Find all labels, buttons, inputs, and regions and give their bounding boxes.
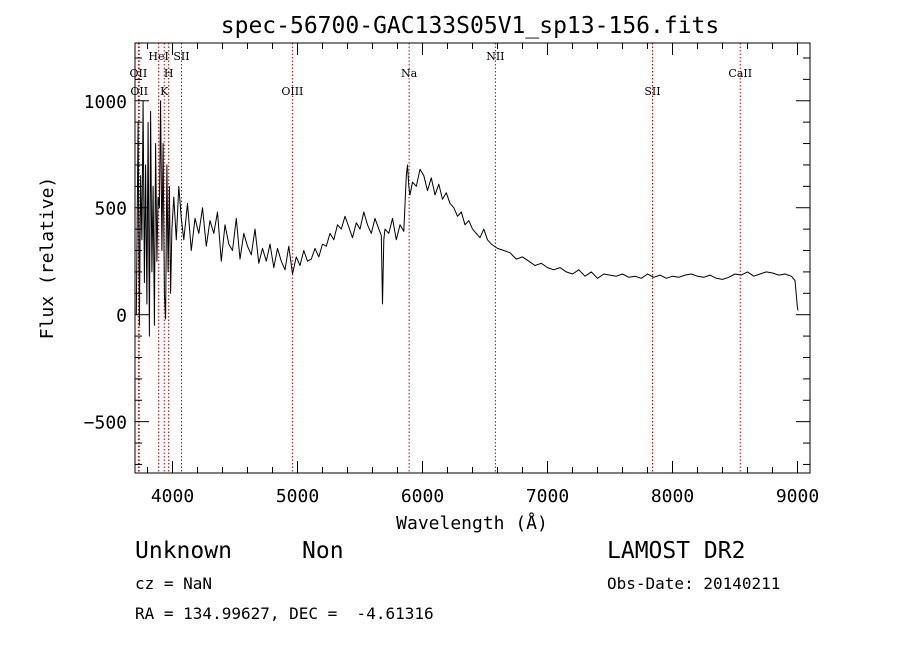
marker-label: NII [486,50,504,63]
x-axis: 4000 5000 6000 7000 8000 9000 [147,43,819,507]
y-tick-label: 0 [116,306,127,327]
marker-label: Na [401,67,418,80]
y-axis: −500 0 500 1000 [84,57,810,465]
marker-label: OIII [281,85,303,98]
x-tick-label: 4000 [151,486,194,507]
x-tick-label: 9000 [776,486,819,507]
y-axis-label: Flux (relative) [37,177,58,340]
marker-label: SII [173,50,189,63]
coordinates: RA = 134.99627, DEC = -4.61316 [135,604,434,623]
marker-label: OII [130,85,148,98]
x-axis-label: Wavelength (Å) [396,512,548,534]
obs-date: Obs-Date: 20140211 [607,574,781,593]
x-tick-label: 6000 [401,486,444,507]
chart-title: spec-56700-GAC133S05V1_sp13-156.fits [221,13,720,39]
marker-label: H [164,67,174,80]
spectrum-line [135,100,799,337]
y-tick-label: 500 [94,199,127,220]
marker-label: K [160,85,169,98]
marker-label: OII [130,67,148,80]
series-group [135,100,799,337]
object-class: Unknown [135,538,232,564]
cz-value: cz = NaN [135,574,213,593]
marker-label: SII [644,85,660,98]
y-tick-label: 1000 [84,92,127,113]
x-tick-label: 8000 [651,486,694,507]
marker-label: CaII [728,67,752,80]
survey-label: LAMOST DR2 [607,538,746,564]
object-subclass: Non [302,538,344,564]
y-tick-label: −500 [84,413,127,434]
x-tick-label: 7000 [526,486,569,507]
plot-frame [134,42,811,474]
x-tick-label: 5000 [276,486,319,507]
marker-label: HeI [148,50,168,63]
